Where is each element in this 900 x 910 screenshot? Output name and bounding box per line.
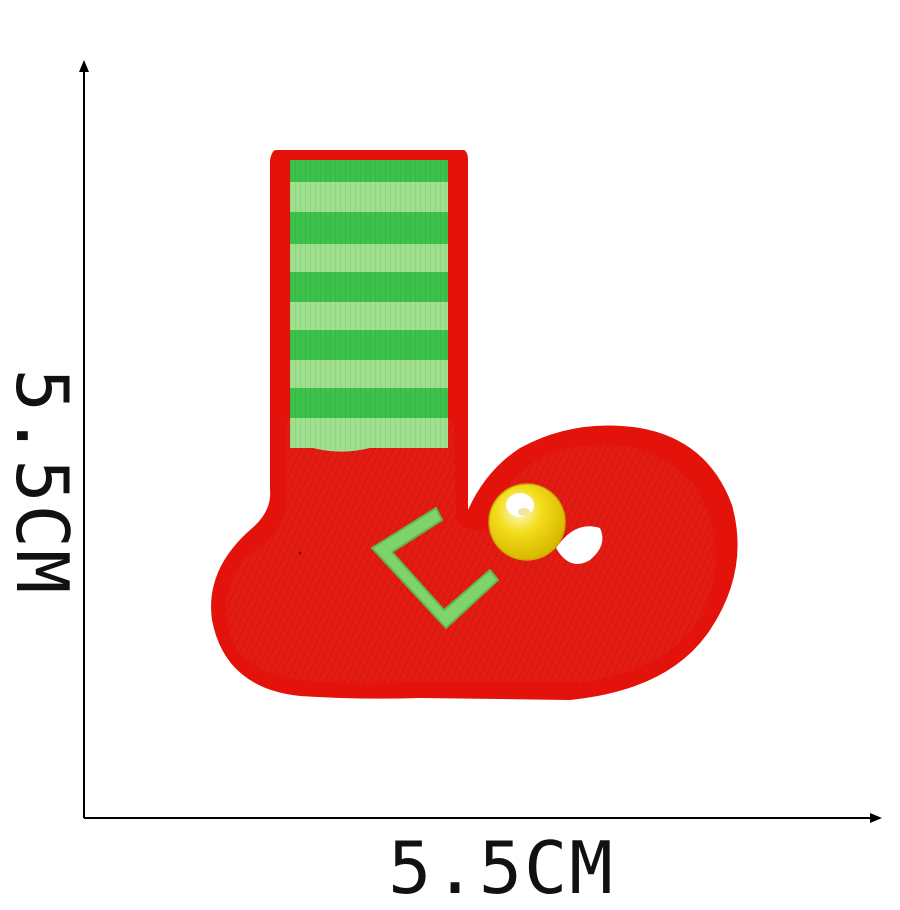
felt-dot — [298, 551, 302, 555]
dimension-axes — [79, 60, 882, 823]
width-dimension-label: 5.5CM — [388, 826, 615, 910]
striped-sock — [290, 160, 448, 452]
vertical-axis-arrow-icon — [79, 60, 89, 72]
sock-stitch-texture — [290, 160, 448, 450]
bell-ball-outline — [488, 483, 566, 561]
boot-stitch-texture — [225, 420, 716, 684]
toe-curl-hole — [556, 526, 603, 564]
boot-strap — [371, 507, 499, 629]
bell-highlight-shade — [518, 508, 530, 516]
elf-boot-patch — [211, 150, 738, 700]
bell — [488, 483, 566, 561]
height-dimension-label: 5.5CM — [0, 368, 84, 596]
horizontal-axis-arrow-icon — [870, 813, 882, 823]
